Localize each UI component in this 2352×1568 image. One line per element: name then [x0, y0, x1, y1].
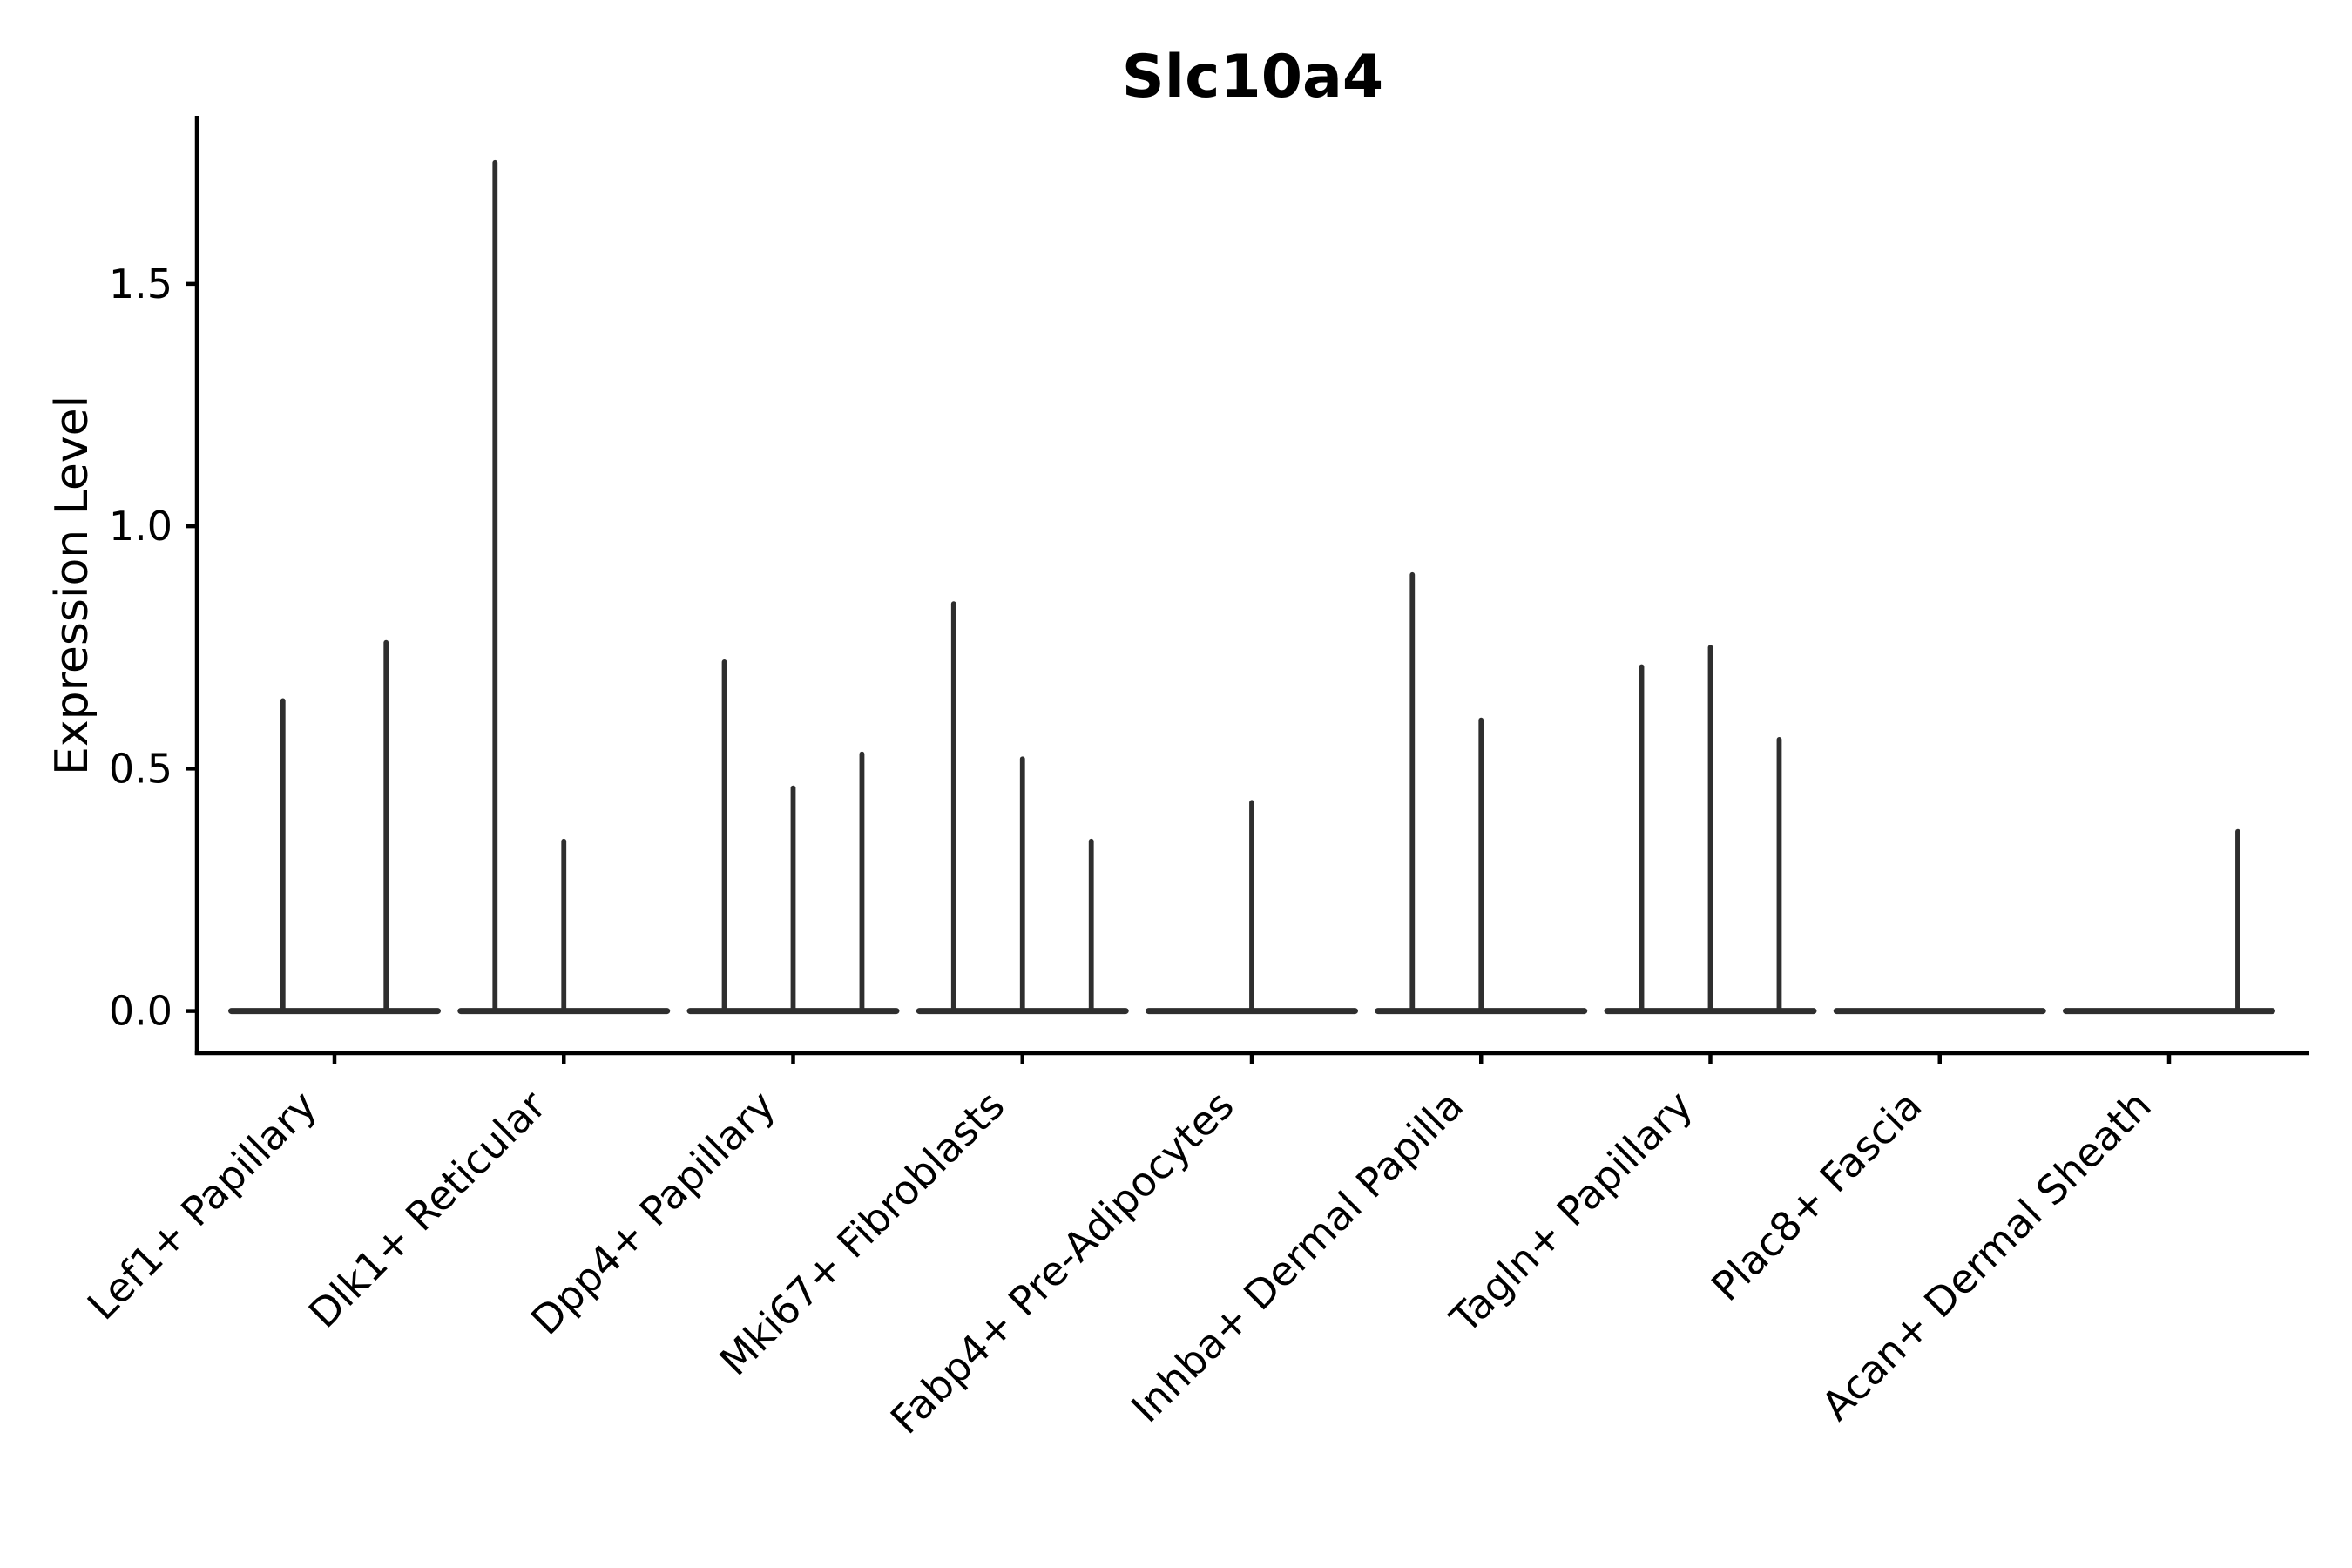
y-tick-label: 1.5 [109, 260, 172, 308]
y-tick-label: 0.5 [109, 745, 172, 792]
x-tick-label: Tagln+ Papillary [1441, 1082, 1702, 1343]
violin-group [1146, 800, 1358, 1015]
violin-group [2063, 828, 2275, 1015]
plot-title: Slc10a4 [1122, 43, 1383, 112]
violin-group [916, 601, 1129, 1015]
violin-group [1604, 645, 1817, 1015]
y-axis-label: Expression Level [46, 395, 98, 775]
x-tick-label: Lef1+ Papillary [78, 1082, 326, 1329]
x-tick-label: Dlk1+ Reticular [300, 1082, 555, 1337]
x-tick-label: Plac8+ Fascia [1702, 1082, 1930, 1310]
violin-group [686, 659, 900, 1015]
violin-group [457, 159, 671, 1015]
violin-group [1375, 571, 1588, 1015]
violins [228, 159, 2275, 1015]
y-tick-label: 1.0 [109, 503, 172, 550]
violin-group [228, 639, 441, 1015]
y-tick-label: 0.0 [109, 988, 172, 1035]
y-axis-ticks: 0.0 0.5 1.0 1.5 [109, 260, 197, 1035]
x-tick-label: Dpp4+ Papillary [522, 1082, 784, 1344]
